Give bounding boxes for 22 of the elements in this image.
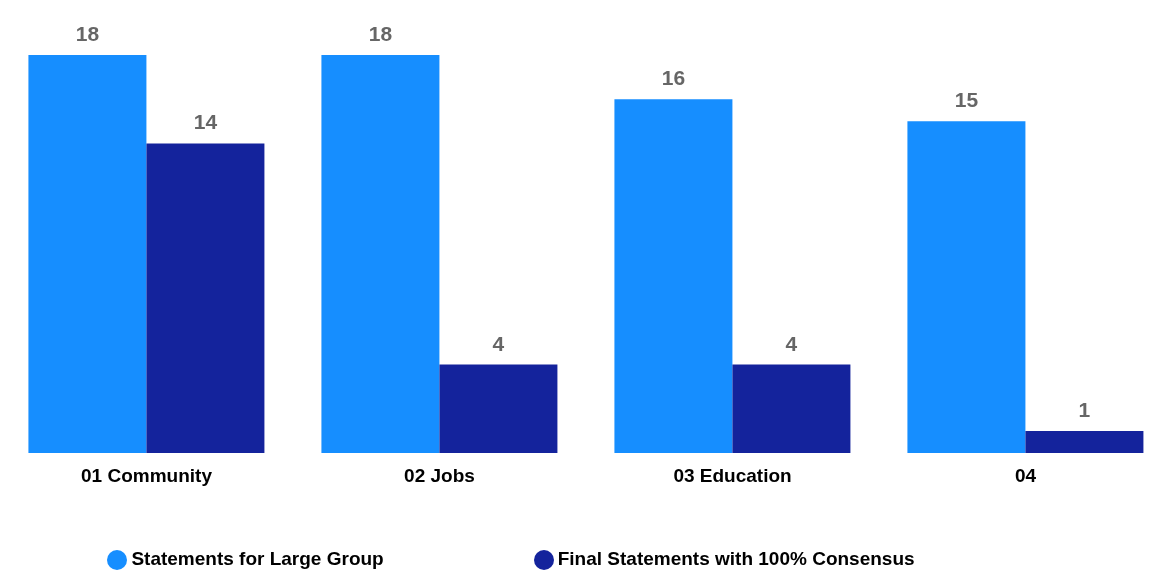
legend-label: Final Statements with 100% Consensus — [557, 548, 915, 569]
bar — [146, 143, 265, 453]
x-tick-label: 02 Jobs — [404, 465, 475, 487]
x-tick-label: 01 Community — [81, 465, 213, 487]
legend-label: Statements for Large Group — [131, 548, 384, 569]
data-label: 18 — [75, 22, 100, 45]
bar — [732, 364, 851, 453]
data-label: 14 — [193, 110, 218, 134]
bar — [321, 55, 440, 453]
data-label: 1 — [1078, 397, 1091, 421]
data-label: 4 — [492, 331, 505, 355]
bar — [614, 99, 733, 453]
data-label: 15 — [954, 88, 979, 112]
bar — [28, 55, 147, 453]
x-tick-label: 04 — [1014, 465, 1037, 487]
bar — [439, 364, 558, 453]
data-label: 18 — [368, 22, 393, 45]
data-label: 4 — [785, 331, 798, 355]
bar — [1025, 430, 1144, 453]
data-label: 16 — [661, 66, 686, 90]
bar — [907, 121, 1026, 453]
x-tick-label: 03 Education — [673, 465, 792, 487]
